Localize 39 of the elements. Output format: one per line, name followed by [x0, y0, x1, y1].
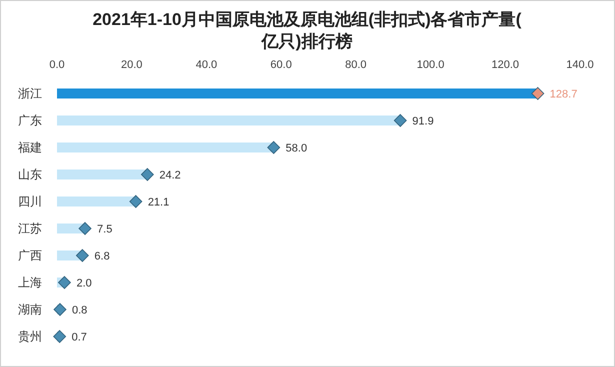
point	[78, 222, 92, 235]
y-tick-label: 四川	[18, 194, 42, 208]
x-tick-label: 20.0	[121, 59, 142, 71]
data-label: 21.1	[148, 196, 170, 208]
x-tick-label: 100.0	[416, 59, 444, 71]
data-label: 7.5	[97, 224, 112, 236]
y-tick-label: 贵州	[18, 330, 42, 344]
point	[76, 249, 89, 262]
y-tick-label: 福建	[18, 140, 42, 154]
data-label: 128.7	[550, 88, 578, 100]
data-label: 6.8	[94, 250, 110, 262]
y-tick-label: 广西	[18, 248, 42, 262]
x-tick-label: 60.0	[270, 59, 292, 71]
y-tick-label: 浙江	[18, 86, 42, 100]
y-tick-label: 湖南	[18, 302, 42, 316]
title: 2021年1-10月中国原电池及原电池组(非扣式)各省市产量(亿只)排行榜	[92, 10, 522, 51]
y-tick-label: 广东	[18, 114, 42, 128]
point	[58, 276, 71, 289]
point	[267, 141, 280, 154]
data-label: 0.8	[72, 304, 88, 316]
point	[129, 195, 142, 208]
data-label: 2.0	[76, 278, 92, 290]
point	[54, 303, 66, 316]
x-tick-label: 80.0	[345, 59, 367, 71]
data-label: 0.7	[72, 332, 87, 344]
data-label: 58.0	[286, 142, 308, 154]
data-label: 91.9	[412, 116, 434, 128]
x-tick-label: 0.0	[49, 59, 65, 71]
point	[53, 330, 66, 343]
x-tick-label: 120.0	[492, 59, 520, 71]
y-tick-label: 上海	[18, 276, 42, 290]
x-tick-label: 40.0	[196, 59, 218, 71]
point	[531, 87, 544, 100]
y-tick-label: 山东	[18, 168, 42, 182]
x-tick-label: 140.0	[566, 59, 594, 71]
point	[141, 168, 154, 181]
point	[394, 114, 407, 127]
data-label: 24.2	[159, 170, 181, 182]
y-tick-label: 江苏	[18, 222, 42, 236]
